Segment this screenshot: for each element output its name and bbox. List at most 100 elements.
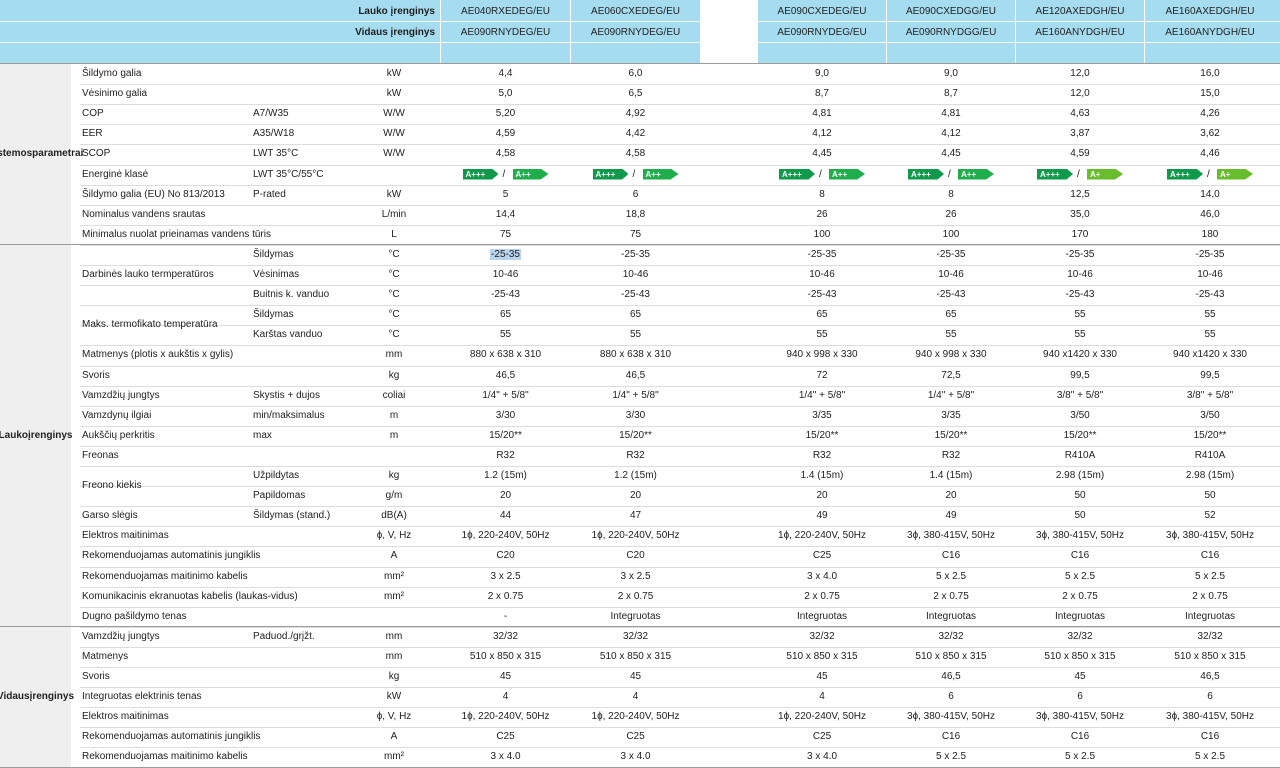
row-unit: m bbox=[389, 429, 399, 441]
energy-class-water: A++ bbox=[512, 168, 549, 180]
value-cell: 10-46 bbox=[622, 269, 649, 280]
row-unit: W/W bbox=[383, 128, 405, 140]
outdoor-unit-label: Lauko įrenginys bbox=[358, 6, 435, 17]
energy-class-separator: / bbox=[632, 168, 636, 180]
row-condition: Buitnis k. vanduo bbox=[253, 289, 330, 301]
row-divider bbox=[80, 325, 1280, 327]
row-unit: °C bbox=[388, 329, 400, 341]
indoor-unit-label: Vidaus įrenginys bbox=[355, 27, 435, 38]
value-cell: -25-43 bbox=[491, 289, 520, 301]
row-label: Rekomenduojamas maitinimo kabelis bbox=[82, 570, 248, 582]
value-cell: 65 bbox=[945, 309, 957, 321]
row-unit: ɸ, V, Hz bbox=[376, 530, 412, 542]
value-cell: 4,59 bbox=[495, 128, 516, 140]
value-cell: C16 bbox=[941, 550, 961, 562]
value-cell: 49 bbox=[816, 510, 828, 522]
value-cell: -25-43 bbox=[807, 289, 837, 301]
row-unit: mm² bbox=[384, 751, 404, 763]
value-cell: 100 bbox=[942, 228, 960, 240]
value-cell: 4,42 bbox=[625, 128, 646, 140]
model-outdoor: AE090CXEDGG/EU bbox=[905, 6, 997, 17]
value-cell: 4,26 bbox=[1200, 108, 1220, 120]
value-cell: 55 bbox=[1074, 329, 1086, 341]
value-cell: 32/32 bbox=[1067, 630, 1093, 642]
value-cell: 3ɸ, 380-415V, 50Hz bbox=[1166, 530, 1254, 542]
row-divider bbox=[80, 707, 1280, 709]
value-cell: 55 bbox=[816, 329, 828, 341]
value-cell: 35,0 bbox=[1070, 208, 1090, 220]
value-cell: 5 x 2.5 bbox=[1194, 570, 1226, 582]
value-cell: 45 bbox=[816, 671, 828, 682]
value-cell: 12,0 bbox=[1070, 68, 1090, 79]
value-cell: 5 x 2.5 bbox=[1064, 751, 1096, 763]
row-condition: A7/W35 bbox=[253, 108, 289, 120]
value-cell: 46,5 bbox=[1200, 671, 1220, 682]
row-divider bbox=[80, 405, 1280, 407]
value-cell: 5,0 bbox=[498, 88, 513, 100]
value-cell: C16 bbox=[1070, 731, 1090, 743]
value-cell: 47 bbox=[629, 510, 642, 522]
value-cell: R32 bbox=[941, 449, 961, 461]
value-cell: 20 bbox=[945, 490, 957, 502]
energy-class-heating: A+++ bbox=[779, 168, 815, 180]
group-divider bbox=[0, 63, 1280, 64]
value-cell: 15,0 bbox=[1200, 88, 1220, 100]
value-cell: - bbox=[503, 610, 508, 622]
row-unit: mm bbox=[385, 349, 403, 361]
value-cell: Integruotas bbox=[925, 610, 977, 622]
value-cell: 3ɸ, 380-415V, 50Hz bbox=[907, 711, 995, 723]
row-divider bbox=[80, 345, 1280, 347]
row-divider bbox=[80, 104, 1280, 106]
value-cell: 3/8" + 5/8" bbox=[1186, 389, 1234, 401]
row-divider bbox=[80, 626, 1280, 628]
header-divider bbox=[886, 0, 887, 64]
value-cell: -25-35 bbox=[807, 248, 837, 260]
value-cell: 12,5 bbox=[1070, 188, 1090, 200]
energy-class-water: A+ bbox=[1217, 168, 1253, 180]
row-unit: dB(A) bbox=[381, 510, 407, 522]
value-cell: 3ɸ, 380-415V, 50Hz bbox=[1166, 711, 1254, 723]
text-selection[interactable]: -25-35 bbox=[490, 248, 521, 260]
value-cell: 3,87 bbox=[1070, 128, 1090, 140]
value-cell: 16,0 bbox=[1200, 68, 1220, 79]
value-cell: 20 bbox=[629, 490, 642, 502]
energy-class-heating: A+++ bbox=[1037, 168, 1073, 180]
row-label: Energinė klasė bbox=[82, 168, 149, 180]
model-outdoor: AE090CXEDEG/EU bbox=[777, 6, 867, 17]
value-cell: R410A bbox=[1194, 449, 1226, 461]
row-condition: Skystis + dujos bbox=[253, 389, 320, 401]
row-divider bbox=[80, 385, 1280, 387]
value-cell: 65 bbox=[816, 309, 828, 321]
row-condition: Papildomas bbox=[253, 490, 306, 502]
row-unit: W/W bbox=[383, 108, 405, 120]
value-cell: -25-43 bbox=[621, 289, 650, 301]
row-condition: P-rated bbox=[253, 188, 286, 200]
value-cell: 4 bbox=[502, 691, 509, 703]
row-unit: mm bbox=[385, 650, 403, 662]
row-unit: L bbox=[391, 228, 397, 240]
model-indoor: AE090RNYDEG/EU bbox=[590, 27, 681, 38]
row-label: Svoris bbox=[82, 369, 110, 381]
row-label: Minimalus nuolat prieinamas vandens tūri… bbox=[82, 228, 271, 240]
row-unit: m bbox=[389, 409, 399, 421]
value-cell: 45 bbox=[629, 671, 642, 682]
value-cell: Integruotas bbox=[1184, 610, 1236, 622]
value-cell: 1.2 (15m) bbox=[614, 470, 657, 481]
value-cell: 2 x 0.75 bbox=[487, 590, 524, 602]
value-cell: C25 bbox=[496, 731, 515, 743]
value-cell: 15/20** bbox=[1193, 429, 1227, 441]
row-divider bbox=[80, 526, 1280, 528]
value-cell: 3/35 bbox=[812, 409, 832, 421]
value-cell: 55 bbox=[499, 329, 512, 341]
value-cell: 44 bbox=[499, 510, 512, 522]
row-unit: °C bbox=[388, 269, 400, 280]
row-label: Šildymo galia bbox=[82, 68, 142, 79]
header-band-right bbox=[758, 0, 1280, 64]
value-cell: Integruotas bbox=[1054, 610, 1106, 622]
row-label: COP bbox=[82, 108, 104, 120]
row-label: Rekomenduojamas automatinis jungiklis bbox=[82, 731, 261, 743]
value-cell: 32/32 bbox=[809, 630, 835, 642]
value-cell: 1ɸ, 220-240V, 50Hz bbox=[461, 711, 550, 723]
value-cell: C16 bbox=[941, 731, 961, 743]
value-cell: 10-46 bbox=[809, 269, 835, 280]
